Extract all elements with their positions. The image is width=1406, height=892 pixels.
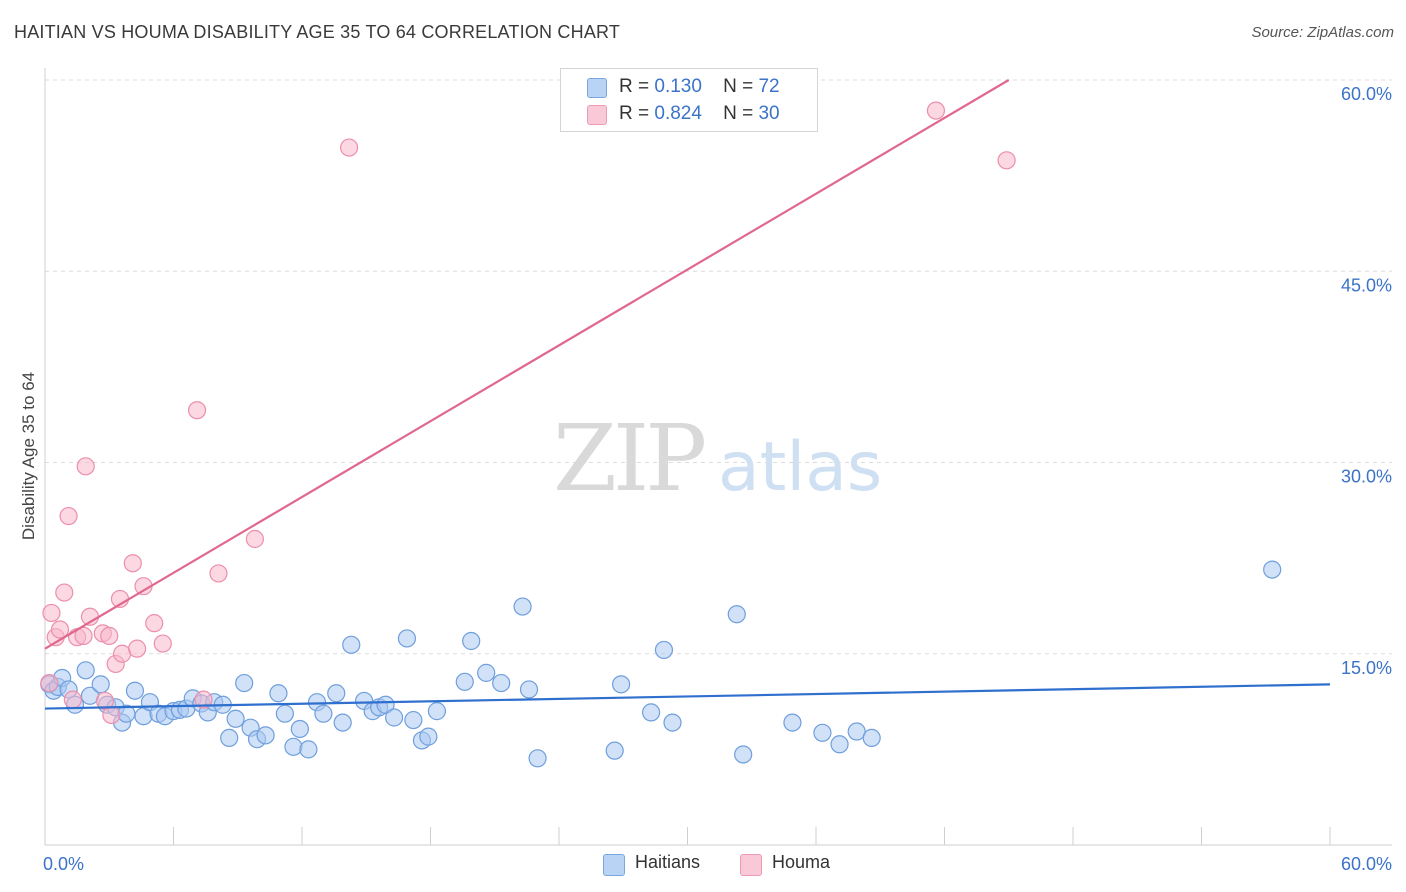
- y-tick-label: 30.0%: [1341, 467, 1392, 487]
- point-houma: [42, 603, 61, 623]
- point-houma: [55, 583, 74, 602]
- point-houma: [145, 614, 164, 633]
- point-haitians: [734, 745, 753, 764]
- legend-n-value-haitians: 72: [758, 76, 780, 97]
- point-haitians: [269, 684, 288, 703]
- point-houma: [194, 690, 213, 709]
- point-houma: [340, 138, 359, 157]
- point-haitians: [76, 661, 95, 680]
- watermark: ZIP atlas: [553, 405, 882, 512]
- point-haitians: [404, 710, 423, 730]
- point-houma: [40, 673, 59, 693]
- legend-n-label: N =: [723, 76, 754, 97]
- point-haitians: [314, 704, 333, 723]
- legend-swatch-haitians: [587, 78, 607, 98]
- point-haitians: [419, 727, 438, 746]
- point-haitians: [462, 631, 481, 651]
- point-houma: [209, 564, 228, 583]
- point-haitians: [333, 713, 352, 732]
- point-haitians: [427, 702, 447, 721]
- point-houma: [245, 529, 264, 549]
- point-houma: [50, 620, 70, 639]
- trend-layer: [44, 79, 1331, 710]
- trendline-haitians: [44, 683, 1331, 710]
- point-haitians: [226, 709, 245, 728]
- point-haitians: [813, 723, 832, 742]
- legend-n-label: N =: [723, 103, 754, 124]
- point-haitians: [397, 629, 417, 648]
- y-tick-label: 15.0%: [1341, 658, 1392, 678]
- point-houma: [123, 554, 142, 573]
- point-houma: [102, 705, 121, 725]
- point-haitians: [612, 675, 631, 694]
- watermark-zip: ZIP: [553, 405, 704, 512]
- y-tick-label: 60.0%: [1341, 84, 1392, 104]
- legend-r-value-houma: 0.824: [654, 103, 702, 124]
- point-haitians: [727, 605, 746, 624]
- point-haitians: [492, 673, 511, 693]
- point-haitians: [342, 635, 361, 654]
- point-haitians: [125, 681, 145, 700]
- x-tick-label-min: 0.0%: [43, 854, 84, 874]
- point-haitians: [220, 728, 239, 748]
- point-haitians: [605, 741, 624, 760]
- watermark-atlas: atlas: [718, 428, 882, 507]
- point-haitians: [256, 726, 275, 745]
- trendline-houma: [44, 79, 1010, 650]
- point-haitians: [384, 708, 404, 727]
- y-tick-label: 45.0%: [1341, 275, 1392, 295]
- point-houma: [926, 101, 946, 120]
- point-houma: [76, 457, 95, 476]
- axis-layer: 15.0% 30.0% 45.0% 60.0% 0.0% 60.0%: [43, 68, 1392, 874]
- point-houma: [997, 151, 1016, 170]
- point-haitians: [830, 735, 849, 754]
- point-houma: [59, 506, 78, 526]
- point-haitians: [91, 675, 110, 694]
- chart-title: HAITIAN VS HOUMA DISABILITY AGE 35 TO 64…: [14, 22, 621, 42]
- legend-r-label: R =: [619, 103, 650, 124]
- point-houma: [74, 626, 93, 646]
- point-haitians: [299, 740, 318, 759]
- point-houma: [153, 634, 172, 653]
- point-haitians: [1263, 560, 1282, 579]
- point-haitians: [477, 663, 496, 682]
- bottom-legend-label-houma: Houma: [772, 852, 831, 872]
- points-layer: [40, 101, 1282, 768]
- point-haitians: [376, 695, 395, 714]
- point-haitians: [327, 684, 346, 703]
- legend-stats: R = 0.130 N = 72 R = 0.824 N = 30: [560, 68, 818, 132]
- legend-r-value-haitians: 0.130: [654, 76, 702, 97]
- point-haitians: [275, 704, 294, 723]
- point-haitians: [284, 737, 303, 756]
- point-haitians: [528, 749, 547, 768]
- bottom-legend-swatch-houma: [740, 854, 762, 876]
- bottom-legend-label-haitians: Haitians: [635, 852, 701, 872]
- point-haitians: [641, 703, 661, 722]
- bottom-legend-swatch-haitians: [603, 854, 625, 876]
- point-houma: [127, 639, 147, 658]
- point-houma: [63, 690, 82, 709]
- point-haitians: [862, 728, 881, 748]
- legend-r-label: R =: [619, 76, 650, 97]
- point-haitians: [663, 713, 682, 732]
- point-haitians: [290, 719, 309, 739]
- point-haitians: [235, 673, 254, 693]
- point-haitians: [783, 713, 802, 732]
- point-haitians: [654, 640, 674, 660]
- grid-layer: [45, 79, 1392, 655]
- point-haitians: [455, 672, 474, 691]
- legend-swatch-houma: [587, 105, 607, 125]
- y-axis-label: Disability Age 35 to 64: [19, 372, 38, 540]
- point-houma: [100, 626, 119, 646]
- x-tick-label-max: 60.0%: [1341, 854, 1392, 874]
- point-haitians: [513, 597, 532, 616]
- point-houma: [187, 401, 207, 420]
- chart-source: Source: ZipAtlas.com: [1251, 24, 1394, 41]
- point-haitians: [519, 680, 539, 699]
- legend-n-value-houma: 30: [758, 103, 780, 124]
